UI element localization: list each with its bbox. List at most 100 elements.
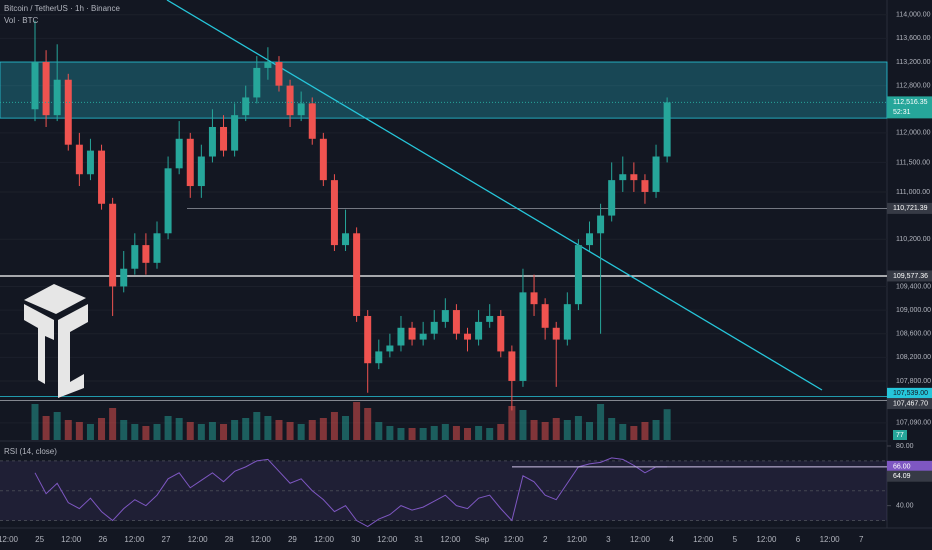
volume-bar [264,416,272,440]
x-tick-label: 12:00 [630,535,651,544]
y-tick-label: 111,000.00 [896,189,930,196]
volume-bar [375,422,383,440]
volume-bar [342,416,350,440]
candle-body [519,292,527,381]
level-tag [887,202,932,214]
candle-body [375,351,383,364]
volume-title: Vol · BTC [4,16,38,25]
y-tick-label: 107,800.00 [896,378,931,385]
volume-bar [330,412,338,440]
volume-bar [641,422,649,440]
y-tick-label: 113,200.00 [896,59,931,66]
volume-bar [563,420,571,440]
y-tick-label: 110,200.00 [896,236,931,243]
candle-body [98,150,106,204]
candle-body [186,138,194,187]
candle-body [175,138,183,169]
candle-body [42,62,50,116]
rsi-last-tag [887,460,932,472]
candle-body [308,103,316,139]
candle-body [486,315,494,322]
volume-bar [31,404,39,440]
volume-bar [497,424,505,440]
x-tick-label: 12:00 [756,535,777,544]
x-tick-label: 12:00 [567,535,588,544]
x-tick-label: 12:00 [314,535,335,544]
volume-bar [452,426,460,440]
candle-body [197,156,205,187]
candle-body [120,268,128,287]
candle-body [208,126,216,157]
volume-bar [208,422,216,440]
level-label: 109,577.36 [893,273,928,280]
y-tick-label: 108,200.00 [896,354,931,361]
volume-bar [530,420,538,440]
rsi-ma-label: 64.09 [893,473,911,480]
volume-bar [364,408,372,440]
candle-body [386,345,394,352]
y-tick-label: 107,090.00 [896,420,931,427]
level-tag [887,387,932,399]
rsi-tick-label: 40.00 [896,502,914,509]
level-label: 107,467.70 [893,400,928,407]
candle-body [75,144,83,175]
x-tick-label: Sep [475,535,490,544]
y-tick-label: 109,000.00 [896,307,931,314]
level-tag [887,270,932,282]
logo-right [58,304,88,398]
x-tick-label: 12:00 [188,535,209,544]
candle-body [242,97,250,116]
resistance-zone [0,61,888,119]
x-tick-label: 12:00 [124,535,145,544]
volume-bar [64,420,72,440]
candle-body [86,150,94,175]
volume-bar [197,424,205,440]
candle-body [563,304,571,340]
volume-bar [608,418,616,440]
volume-bar [619,424,627,440]
volume-bar [220,424,228,440]
x-tick-label: 12:00 [0,535,19,544]
chart-title: Bitcoin / TetherUS · 1h · Binance [4,4,120,13]
volume-bar [109,408,117,440]
x-tick-label: 27 [162,535,171,544]
level-tag [887,398,932,410]
candle-body [408,327,416,340]
volume-bar [419,428,427,440]
volume-bar [231,420,239,440]
volume-bar [186,422,194,440]
y-tick-label: 108,600.00 [896,331,931,338]
candle-body [64,79,72,145]
candle-body [541,304,549,328]
candle-body [364,315,372,364]
x-tick-label: 12:00 [693,535,714,544]
y-tick-label: 112,800.00 [896,82,931,89]
candle-body [253,67,261,98]
volume-bar [42,416,50,440]
volume-bar [175,418,183,440]
candle-body [464,333,472,340]
x-tick-label: 5 [733,535,738,544]
candle-body [630,174,638,181]
volume-bar [519,410,527,440]
candle-body [231,115,239,151]
candle-body [452,310,460,334]
volume-bar [86,424,94,440]
volume-bar [275,420,283,440]
candle-body [286,85,294,116]
y-tick-label: 114,000.00 [896,12,931,19]
logo-left [24,304,54,384]
volume-bar [319,418,327,440]
volume-tag [893,430,907,440]
countdown: 52:31 [893,109,911,116]
logo [24,284,88,398]
x-tick-label: 12:00 [61,535,82,544]
x-tick-label: 6 [796,535,801,544]
rsi-tick-label: 80.00 [896,443,914,450]
candle-body [153,233,161,263]
candle-body [430,321,438,334]
candle-body [131,245,139,269]
x-tick-label: 12:00 [504,535,525,544]
volume-bar [75,422,83,440]
